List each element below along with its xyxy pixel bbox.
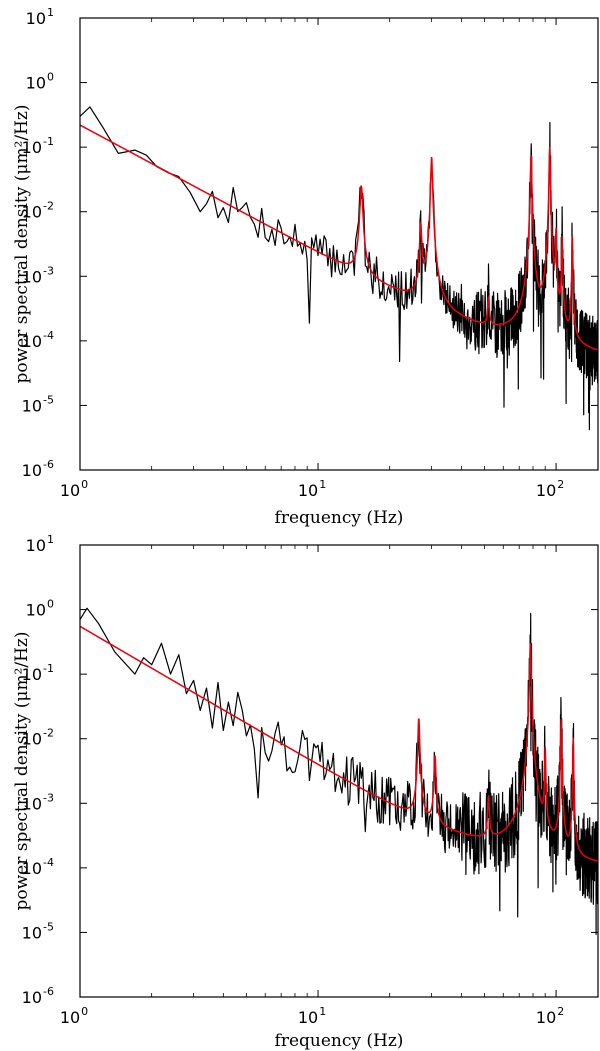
- x-axis-label: frequency (Hz): [275, 1031, 404, 1051]
- x-axis-label: frequency (Hz): [275, 508, 404, 528]
- model-fit-line: [80, 625, 598, 862]
- y-axis-label: power spectral density (μm²/Hz): [12, 631, 32, 910]
- model-fit-line: [80, 124, 598, 351]
- top-plot: 100 101 10210110010-110-210-310-410-510-6 …: [12, 6, 599, 528]
- measured-psd-line: [80, 607, 598, 935]
- plot-frame: [79, 544, 599, 998]
- y-axis-label: power spectral density (μm²/Hz): [12, 104, 32, 383]
- plot-frame: [79, 17, 599, 471]
- measured-psd-line: [80, 106, 598, 431]
